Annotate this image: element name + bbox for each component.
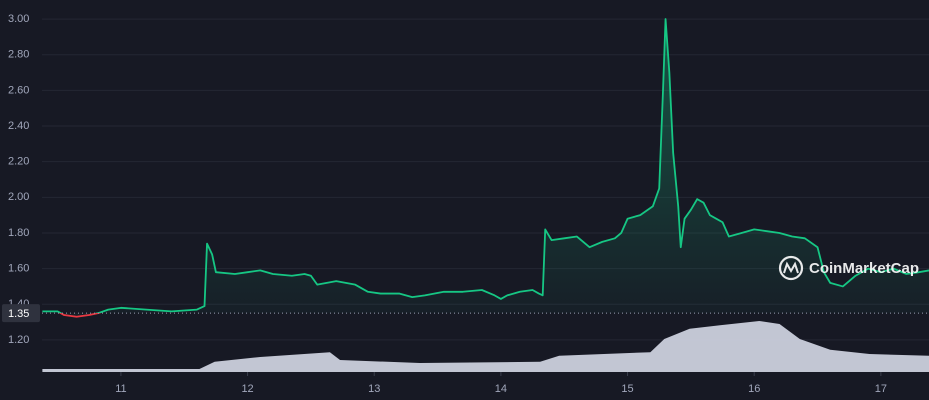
x-tick-label: 13 [368,383,380,395]
x-tick-label: 15 [621,383,633,395]
y-tick-label: 2.00 [8,191,29,203]
watermark-logo [778,255,804,281]
volume-area [42,321,929,372]
y-tick-label: 2.80 [8,49,29,61]
y-tick-label: 1.80 [8,227,29,239]
y-tick-label: 1.20 [8,334,29,346]
x-tick-label: 16 [748,383,760,395]
y-tick-label: 2.40 [8,120,29,132]
y-tick-label: 1.60 [8,263,29,275]
y-tick-label: 3.00 [8,13,29,25]
y-tick-label: 2.20 [8,156,29,168]
watermark: CoinMarketCap [809,260,919,277]
baseline-label-box [2,304,40,323]
price-area [42,19,929,317]
watermark-logo-mark [783,261,799,274]
x-tick-label: 11 [115,383,126,395]
x-tick-label: 17 [875,383,887,395]
x-tick-label: 12 [241,383,253,395]
x-tick-label: 14 [495,383,507,395]
baseline-label: 1.35 [8,308,29,320]
y-tick-label: 2.60 [8,84,29,96]
price-line [42,18,929,318]
